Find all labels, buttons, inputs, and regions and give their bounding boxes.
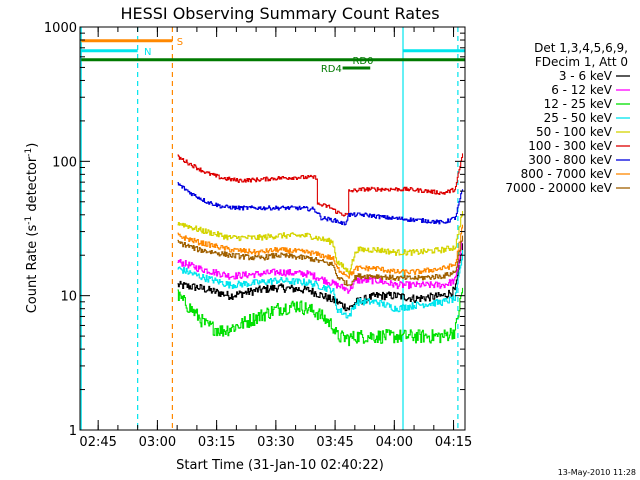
y-axis-label-main: Count Rate (s <box>25 225 40 314</box>
y-axis-label-sup1: -1 <box>24 216 34 225</box>
x-axis-label: Start Time (31-Jan-10 02:40:22) <box>176 458 384 473</box>
chart-title: HESSI Observing Summary Count Rates <box>120 4 439 23</box>
series-line-3 <box>177 250 464 319</box>
flag-label-rd0-3: RD0 <box>352 56 373 67</box>
series-line-7 <box>177 224 464 279</box>
legend-entry-label-6: 300 - 800 keV <box>528 153 612 167</box>
legend: Det 1,3,4,5,6,9, FDecim 1, Att 0 3 - 6 k… <box>505 41 630 195</box>
legend-entry-label-7: 800 - 7000 keV <box>521 167 613 181</box>
legend-header-line1: Det 1,3,4,5,6,9, <box>534 41 628 55</box>
plot-area: S N RD0 RD4 <box>80 27 465 430</box>
x-axis: 02:45 03:00 03:15 03:30 03:45 04:00 04:15 <box>79 27 472 450</box>
flag-label-s-0: S <box>177 37 183 48</box>
legend-entry-label-1: 6 - 12 keV <box>551 83 613 97</box>
series-line-6 <box>177 182 464 226</box>
plot-frame <box>79 26 466 431</box>
y-axis: 1 10 100 1000 <box>44 21 465 439</box>
series-line-8 <box>177 235 464 287</box>
legend-entry-label-3: 25 - 50 keV <box>544 111 613 125</box>
legend-entry-label-4: 50 - 100 keV <box>536 125 613 139</box>
series-line-5 <box>177 153 464 217</box>
legend-entry-label-2: 12 - 25 keV <box>544 97 613 111</box>
y-axis-label-sup2: -1 <box>24 148 34 157</box>
y-axis-label: Count Rate (s-1 detector-1) <box>24 143 40 314</box>
y-tick-label-1: 10 <box>60 290 77 305</box>
y-tick-label-0: 1 <box>69 424 77 439</box>
flag-label-rd4-4: RD4 <box>321 64 342 75</box>
legend-entry-label-8: 7000 - 20000 keV <box>505 181 612 195</box>
x-tick-label-1: 03:00 <box>139 435 176 450</box>
legend-entry-label-5: 100 - 300 keV <box>528 139 612 153</box>
x-tick-label-6: 04:15 <box>435 435 472 450</box>
legend-entry-label-0: 3 - 6 keV <box>559 69 613 83</box>
x-tick-label-3: 03:30 <box>257 435 294 450</box>
series-line-0 <box>177 243 464 312</box>
flag-label-n-1: N <box>144 47 151 58</box>
y-tick-label-2: 100 <box>52 155 77 170</box>
x-tick-label-2: 03:15 <box>198 435 235 450</box>
x-tick-label-5: 04:00 <box>376 435 413 450</box>
y-axis-label-mid: detector <box>25 156 40 216</box>
x-tick-label-0: 02:45 <box>79 435 116 450</box>
y-tick-label-3: 1000 <box>44 21 77 36</box>
series-line-2 <box>177 287 464 347</box>
y-axis-label-end: ) <box>25 143 40 148</box>
series-line-4 <box>177 211 464 275</box>
series-line-1 <box>177 240 464 294</box>
plot-border <box>79 26 466 431</box>
legend-header-line2: FDecim 1, Att 0 <box>535 55 628 69</box>
x-tick-label-4: 03:45 <box>316 435 353 450</box>
footer-timestamp: 13-May-2010 11:28 <box>558 468 636 477</box>
